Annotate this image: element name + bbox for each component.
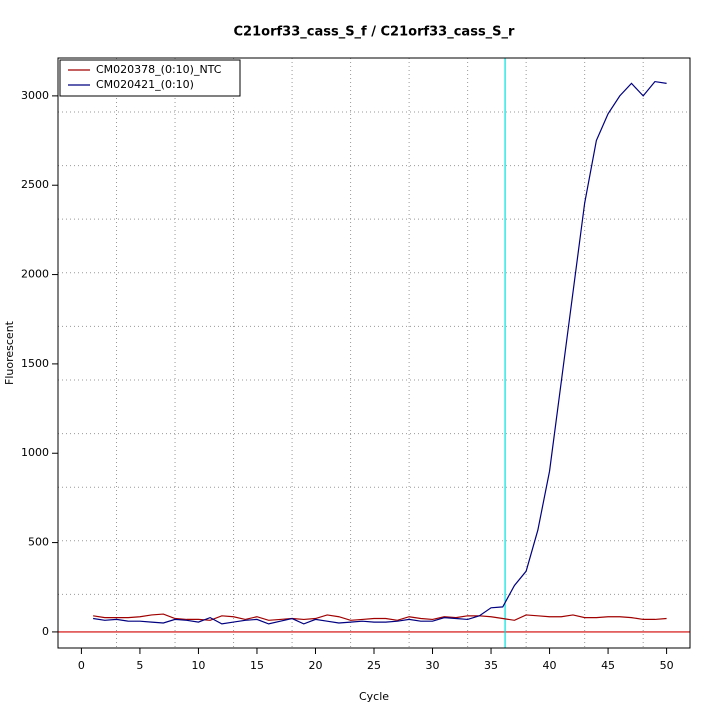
legend-label: CM020421_(0:10) — [96, 78, 194, 91]
y-tick-label: 0 — [42, 625, 49, 638]
x-tick-label: 30 — [426, 659, 440, 672]
y-tick-label: 500 — [28, 536, 49, 549]
x-tick-label: 40 — [543, 659, 557, 672]
x-tick-label: 25 — [367, 659, 381, 672]
x-tick-label: 0 — [78, 659, 85, 672]
y-axis-label: Fluorescent — [3, 320, 16, 385]
y-tick-label: 1000 — [21, 446, 49, 459]
legend-box — [59, 59, 241, 97]
x-tick-label: 15 — [250, 659, 264, 672]
x-tick-label: 10 — [191, 659, 205, 672]
x-tick-label: 45 — [601, 659, 615, 672]
y-tick-label: 3000 — [21, 89, 49, 102]
x-tick-label: 20 — [308, 659, 322, 672]
series-line — [93, 80, 667, 625]
plot-frame — [57, 57, 691, 649]
x-axis-label: Cycle — [359, 690, 389, 703]
y-tick-label: 2000 — [21, 268, 49, 281]
y-tick-label: 2500 — [21, 178, 49, 191]
chart-title: C21orf33_cass_S_f / C21orf33_cass_S_r — [234, 25, 516, 40]
x-tick-label: 5 — [136, 659, 143, 672]
legend-label: CM020378_(0:10)_NTC — [96, 63, 222, 76]
x-tick-label: 35 — [484, 659, 498, 672]
y-tick-label: 1500 — [21, 357, 49, 370]
series-line — [93, 613, 667, 621]
x-tick-label: 50 — [660, 659, 674, 672]
